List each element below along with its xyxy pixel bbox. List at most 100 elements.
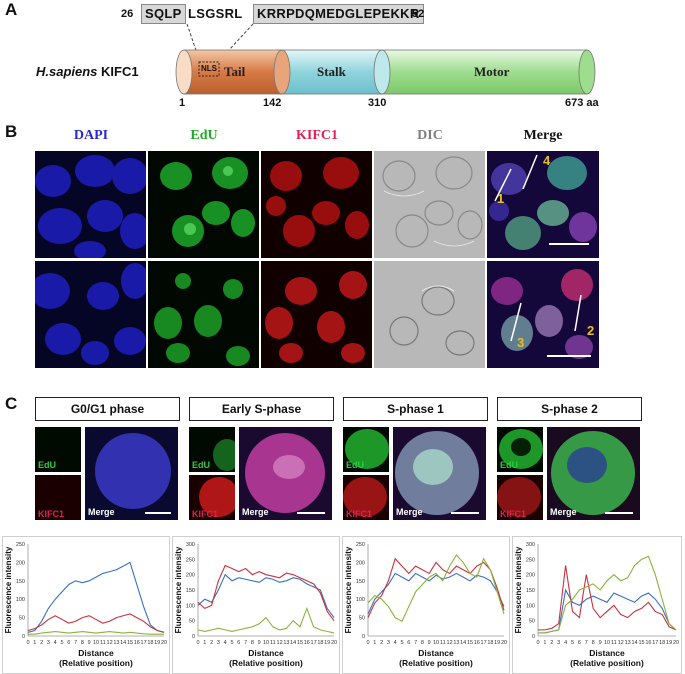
x-tick-label: 2 [210, 640, 213, 646]
x-tick-label: 9 [88, 640, 91, 646]
image-dapi-row1 [35, 151, 146, 258]
x-tick-label: 5 [230, 640, 233, 646]
c3-merge-image: Merge [393, 427, 486, 520]
x-tick-label: 12 [277, 640, 283, 646]
x-tick-label: 15 [127, 640, 133, 646]
x-axis-sublabel: (Relative position) [229, 658, 303, 668]
x-tick-label: 17 [141, 640, 147, 646]
sequence-start-number: 26 [121, 8, 134, 20]
x-tick-label: 16 [134, 640, 140, 646]
protein-name: KIFC1 [101, 64, 139, 79]
x-tick-label: 18 [317, 640, 323, 646]
c2-edu-label: EdU [192, 460, 210, 470]
y-tick-label: 50 [529, 619, 535, 625]
c3-merge-label: Merge [396, 507, 423, 517]
profile-line-3 [510, 302, 522, 342]
c4-merge-label: Merge [550, 507, 577, 517]
scale-bar [451, 512, 479, 514]
motor-domain [376, 49, 588, 95]
y-tick-label: 0 [532, 634, 535, 640]
intensity-chart-g0g1: 0 50 100 150 200 250 0 1 2 3 4 5 6 7 8 9 10 11 12 13 14 15 16 1… [2, 536, 170, 674]
channel-label-kifc1: KIFC1 [296, 128, 338, 143]
image-merge-row1: 1 4 [487, 151, 599, 258]
x-tick-label: 9 [428, 640, 431, 646]
image-dic-row2 [374, 261, 485, 368]
x-tick-label: 10 [93, 640, 99, 646]
series-line [538, 565, 677, 631]
nls-label: NLS [201, 64, 217, 73]
x-axis-sublabel: (Relative position) [59, 658, 133, 668]
series-line [367, 572, 505, 615]
image-merge-row2: 2 3 [487, 261, 599, 368]
x-tick-label: 11 [611, 640, 617, 646]
y-axis-label: Fluorescence intensity [174, 546, 183, 633]
x-tick-label: 6 [67, 640, 70, 646]
x-tick-label: 19 [324, 640, 330, 646]
y-axis-label: Fluorescence intensity [344, 546, 353, 633]
series-line [197, 573, 335, 618]
x-tick-label: 14 [290, 640, 296, 646]
profile-label-1: 1 [497, 191, 505, 206]
c2-kifc1-image [189, 475, 235, 520]
x-tick-label: 4 [394, 640, 397, 646]
y-tick-label: 250 [526, 557, 535, 563]
species-name: H.sapiens [36, 64, 98, 79]
y-tick-label: 100 [186, 603, 195, 609]
x-tick-label: 15 [467, 640, 473, 646]
y-axis-label: Fluorescence intensity [4, 546, 13, 633]
x-tick-label: 14 [120, 640, 126, 646]
x-tick-label: 19 [494, 640, 500, 646]
x-tick-label: 18 [147, 640, 153, 646]
y-tick-label: 150 [16, 579, 25, 585]
chart-frame [342, 536, 510, 674]
position-673: 673 aa [565, 97, 599, 109]
x-tick-label: 1 [543, 640, 546, 646]
x-tick-label: 0 [26, 640, 29, 646]
x-tick-label: 7 [414, 640, 417, 646]
y-tick-label: 0 [192, 634, 195, 640]
c4-kifc1-image [497, 475, 543, 520]
c4-edu-image [497, 427, 543, 472]
x-tick-label: 3 [387, 640, 390, 646]
x-tick-label: 15 [638, 640, 644, 646]
x-tick-label: 3 [47, 640, 50, 646]
y-tick-label: 200 [186, 573, 195, 579]
y-tick-label: 150 [186, 588, 195, 594]
intensity-chart-early-s: 0 50 100 150 200 250 300 0 1 2 3 4 5 6 7 8 9 10 11 12 13 14 15… [172, 536, 340, 674]
x-tick-label: 14 [460, 640, 466, 646]
series-line [538, 555, 677, 634]
stalk-domain [276, 49, 383, 95]
x-tick-label: 17 [481, 640, 487, 646]
x-tick-label: 1 [373, 640, 376, 646]
tail-domain [183, 49, 283, 95]
y-tick-label: 300 [186, 542, 195, 548]
nls-box [198, 61, 220, 77]
c4-kifc1-label: KIFC1 [500, 509, 527, 519]
x-tick-label: 4 [224, 640, 227, 646]
chart-frame [2, 536, 170, 674]
stalk-label: Stalk [317, 64, 346, 79]
x-tick-label: 10 [604, 640, 610, 646]
profile-label-2: 2 [587, 323, 595, 338]
scale-bar [297, 512, 325, 514]
profile-line-1 [494, 168, 512, 202]
y-tick-label: 100 [16, 597, 25, 603]
scale-bar [547, 355, 591, 357]
x-tick-label: 19 [666, 640, 672, 646]
series-line [197, 564, 335, 621]
x-tick-label: 12 [447, 640, 453, 646]
series-line [28, 631, 164, 635]
c3-kifc1-label: KIFC1 [346, 509, 373, 519]
c1-merge-image: Merge [85, 427, 178, 520]
series-line [367, 554, 505, 623]
x-tick-label: 0 [366, 640, 369, 646]
x-tick-label: 11 [270, 640, 276, 646]
x-tick-label: 20 [161, 640, 167, 646]
image-edu-row2 [148, 261, 259, 368]
image-kifc1-row1 [261, 151, 372, 258]
x-tick-label: 17 [652, 640, 658, 646]
